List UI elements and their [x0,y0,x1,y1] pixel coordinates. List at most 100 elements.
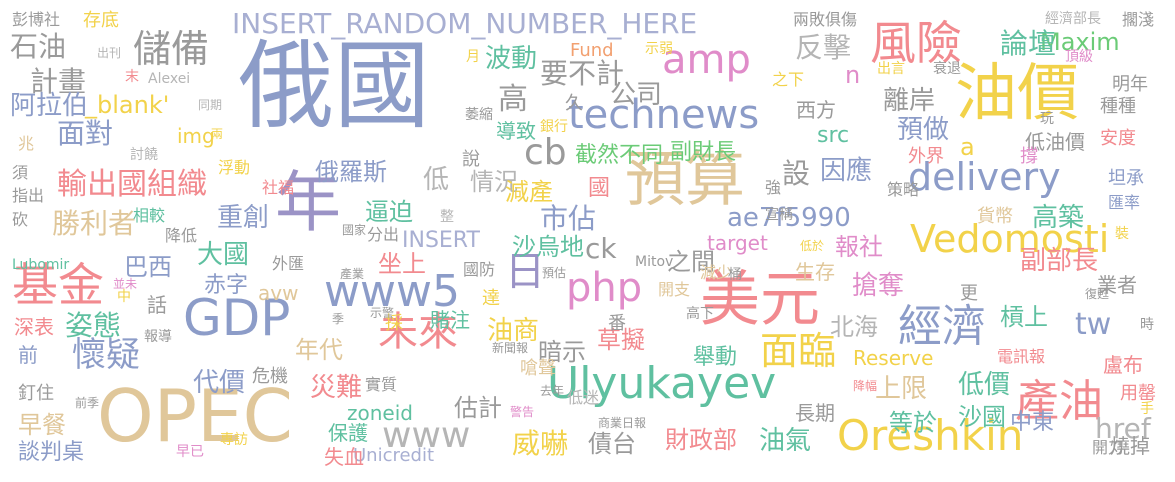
word-delivery: delivery [908,155,1061,199]
word-73: 之間 [667,248,715,276]
word-104: 存底 [83,10,119,31]
word-120: 國 [588,176,611,201]
word-183: 中 [117,289,131,305]
word-119: 低 [423,165,450,195]
word-102: 失血 [324,445,364,469]
word-148: 開刀 [1092,438,1125,457]
word-a: a [960,133,975,161]
word-173: 宣稱 [765,207,793,223]
word-fund: Fund [570,40,614,61]
word-72: 坐上 [378,250,426,278]
word-179: 預估 [542,266,567,280]
word-74: 報社 [835,233,883,261]
word-75: 高築 [1032,203,1085,233]
word-93: 債台 [588,430,636,458]
word-117: 貨幣 [977,206,1013,227]
word-188: 新聞報 [492,341,529,355]
word-2: 預算 [625,145,745,215]
word-176: 國家 [342,223,367,237]
word-79: 赤字 [204,273,249,298]
word-ae7f5990: ae7f5990 [727,203,851,233]
word-167: 銀行 [540,119,568,135]
word-61: 副財長 [670,140,737,165]
word-54: 公司 [610,80,663,110]
word-71: 巴西 [124,253,172,281]
word-166: 萎縮 [465,107,493,123]
word-125: 話 [147,293,167,317]
word-technews: technews [568,92,760,138]
word-91: 估計 [454,394,502,422]
word-48: 石油 [10,30,67,63]
word-63: 勝利者 [52,207,137,240]
word-81: 草擬 [597,326,645,354]
word-122: 相較 [133,206,166,225]
word-70: 大國 [197,240,250,270]
word-130: 須 [12,163,29,182]
word-77: 搶奪 [852,271,905,301]
word-180: 桶 [728,267,742,283]
word-16: 儲備 [133,27,210,71]
word-157: 社福 [262,178,295,197]
word-3: 美元 [700,265,820,335]
word-80: 油商 [487,316,540,346]
word-133: 導致 [496,119,536,143]
word-123: 降低 [165,226,198,245]
word-62: 俄羅斯 [315,158,387,186]
word-unicredit: Unicredit [353,445,435,466]
word-164: 末 [125,69,139,85]
word-89: 低價 [958,370,1011,400]
word-maxim: Maxim [1040,28,1120,56]
word-140: 嗆聲 [520,358,556,379]
word-ck: ck [585,232,617,265]
word-60: 截然不同 [575,143,664,168]
word-121: 浮動 [218,158,251,177]
word-178: 產業 [340,267,365,281]
word-oreshkin: Oreshkin [837,411,1024,460]
word-134: 久 [565,93,583,114]
word-112: 坦承 [1108,168,1144,189]
word-127: 前 [18,343,38,367]
word-27: 輸出國組織 [57,167,207,202]
word-opec: OPEC [97,374,293,458]
word-avw: avw [258,281,299,305]
word-162: 出刊 [97,46,122,60]
word-142: 實質 [365,375,398,394]
word-gdp: GDP [183,289,291,347]
word-186: 示警 [370,306,395,320]
word-52: 波動 [485,44,538,74]
word-190: 警告 [510,405,535,419]
word-114: 業者 [1097,273,1137,297]
word-106: 經濟部長 [1045,11,1101,27]
word-107: 擱淺 [1122,10,1155,29]
word-reserve: Reserve [853,346,934,370]
word-1: 油價 [955,56,1080,129]
word-149: 電訊報 [997,347,1046,366]
word-195: 降幅 [853,379,878,393]
word-0: 俄國 [238,30,430,142]
word-88: 上限 [875,374,928,404]
word-103: 彭博社 [12,10,61,29]
word-177: 整 [440,209,454,225]
word-lubomir: Lubomir [12,257,70,273]
word-ulyukayev: Ulyukayev [547,358,777,409]
word-zoneid: zoneid [347,401,413,425]
word-198: 手 [1140,401,1154,417]
word-97: 沙國 [958,403,1006,431]
word-target: target [707,231,768,255]
word-110: 安度 [1100,128,1136,149]
word-blank: _blank' [85,91,170,119]
word-98: 中東 [1010,410,1055,435]
word-187: 高下 [686,306,714,322]
word-15: 風險 [870,16,962,70]
word-69: 沙烏地 [512,233,584,261]
word-49: 計畫 [30,65,87,98]
word-193: 前季 [75,396,100,410]
word-131: 砍 [12,210,29,229]
word-169: 衰退 [933,61,961,77]
word-55: 反擊 [795,31,852,64]
word-108: 明年 [1112,74,1148,95]
word-128: 釘住 [18,383,54,404]
word-56: 論壇 [1000,27,1057,60]
word-168: 出言 [877,61,905,77]
